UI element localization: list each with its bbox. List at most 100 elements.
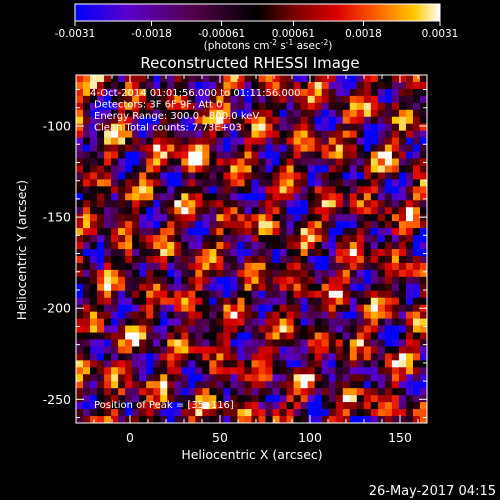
- heatmap-cell: [237, 395, 245, 403]
- heatmap-cell: [216, 290, 224, 299]
- heatmap-cell: [153, 88, 161, 97]
- heatmap-cell: [104, 242, 112, 250]
- heatmap-cell: [265, 304, 273, 312]
- heatmap-cell: [139, 388, 147, 396]
- heatmap-cell: [265, 116, 273, 125]
- heatmap-cell: [363, 249, 372, 257]
- heatmap-cell: [153, 339, 161, 347]
- heatmap-cell: [153, 395, 161, 403]
- heatmap-cell: [293, 339, 301, 347]
- heatmap-cell: [167, 360, 175, 368]
- heatmap-cell: [160, 123, 168, 131]
- heatmap-cell: [118, 416, 126, 424]
- heatmap-cell: [83, 116, 91, 125]
- heatmap-cell: [286, 102, 294, 111]
- heatmap-cell: [216, 374, 224, 382]
- heatmap-cell: [153, 367, 161, 375]
- heatmap-cell: [335, 165, 344, 173]
- heatmap-cell: [405, 304, 414, 312]
- heatmap-cell: [90, 276, 98, 285]
- heatmap-cell: [139, 249, 147, 257]
- heatmap-cell: [342, 249, 351, 257]
- heatmap-cell: [251, 235, 259, 243]
- heatmap-cell: [153, 276, 161, 285]
- heatmap-cell: [328, 165, 337, 173]
- heatmap-cell: [125, 116, 133, 125]
- heatmap-cell: [90, 186, 98, 194]
- heatmap-cell: [342, 290, 351, 299]
- heatmap-cell: [216, 304, 224, 312]
- heatmap-cell: [167, 353, 175, 361]
- heatmap-cell: [209, 353, 217, 361]
- heatmap-cell: [104, 283, 112, 292]
- heatmap-cell: [83, 88, 91, 97]
- heatmap-cell: [286, 332, 294, 340]
- heatmap-cell: [307, 318, 315, 326]
- heatmap-cell: [146, 332, 154, 340]
- heatmap-cell: [335, 200, 344, 208]
- heatmap-cell: [335, 255, 344, 264]
- heatmap-cell: [286, 283, 294, 292]
- heatmap-cell: [209, 130, 217, 138]
- heatmap-cell: [97, 353, 105, 361]
- heatmap-cell: [167, 242, 175, 250]
- heatmap-cell: [272, 228, 280, 236]
- heatmap-cell: [293, 172, 301, 180]
- heatmap-cell: [412, 395, 421, 403]
- heatmap-cell: [419, 137, 428, 145]
- heatmap-cell: [335, 116, 344, 125]
- heatmap-cell: [335, 395, 344, 403]
- heatmap-cell: [153, 325, 161, 333]
- heatmap-cell: [209, 388, 217, 396]
- heatmap-cell: [412, 402, 421, 410]
- heatmap-cell: [293, 416, 301, 424]
- heatmap-cell: [293, 228, 301, 236]
- heatmap-cell: [118, 123, 126, 131]
- heatmap-cell: [209, 374, 217, 382]
- heatmap-cell: [391, 269, 400, 278]
- heatmap-cell: [384, 172, 393, 180]
- heatmap-cell: [272, 381, 280, 389]
- heatmap-cell: [195, 381, 203, 389]
- heatmap-cell: [405, 179, 414, 187]
- heatmap-cell: [118, 235, 126, 243]
- heatmap-cell: [118, 346, 126, 354]
- heatmap-cell: [132, 116, 140, 125]
- heatmap-cell: [188, 193, 196, 201]
- heatmap-cell: [391, 123, 400, 131]
- heatmap-cell: [125, 262, 133, 271]
- heatmap-cell: [279, 388, 287, 396]
- heatmap-cell: [258, 151, 266, 159]
- heatmap-cell: [97, 262, 105, 271]
- heatmap-cell: [209, 304, 217, 312]
- heatmap-cell: [384, 235, 393, 243]
- heatmap-cell: [167, 214, 175, 222]
- heatmap-cell: [251, 95, 259, 104]
- heatmap-cell: [125, 75, 133, 83]
- heatmap-cell: [377, 360, 386, 368]
- heatmap-cell: [258, 290, 266, 299]
- heatmap-cell: [202, 276, 210, 285]
- heatmap-cell: [398, 332, 407, 340]
- heatmap-cell: [384, 262, 393, 271]
- heatmap-cell: [279, 297, 287, 305]
- heatmap-cell: [279, 95, 287, 104]
- heatmap-cell: [321, 102, 330, 111]
- heatmap-cell: [342, 88, 351, 97]
- heatmap-cell: [244, 409, 252, 417]
- heatmap-cell: [230, 95, 238, 104]
- heatmap-cell: [132, 109, 140, 118]
- heatmap-cell: [230, 332, 238, 340]
- heatmap-cell: [104, 311, 112, 319]
- heatmap-cell: [237, 130, 245, 138]
- heatmap-cell: [335, 137, 344, 145]
- heatmap-cell: [405, 269, 414, 278]
- heatmap-cell: [132, 214, 140, 222]
- heatmap-cell: [104, 186, 112, 194]
- heatmap-cell: [342, 318, 351, 326]
- annotation-block: 4-Oct-2014 01:01:56.000 to 01:11:56.000D…: [90, 88, 301, 134]
- heatmap-cell: [370, 325, 379, 333]
- heatmap-cell: [342, 346, 351, 354]
- heatmap-cell: [230, 262, 238, 271]
- heatmap-cell: [328, 367, 337, 375]
